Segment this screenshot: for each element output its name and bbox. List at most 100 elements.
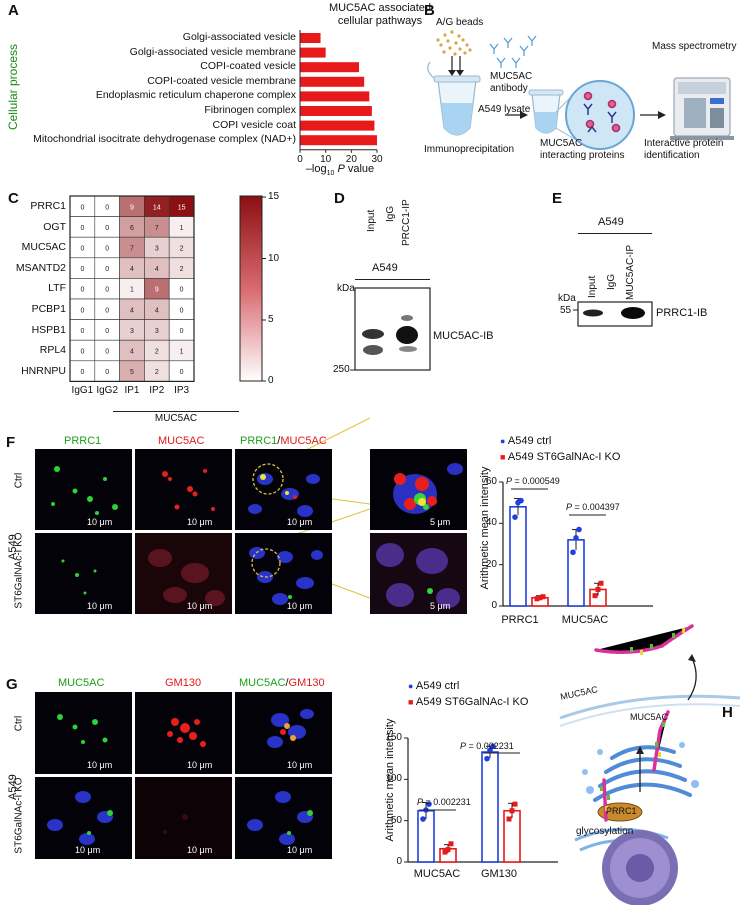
antibody-label: MUC5AC antibody (490, 71, 533, 94)
heatmap-cell-value: 0 (105, 328, 109, 335)
heatmap-cell-value: 0 (80, 266, 84, 273)
h-label-prrc1: PRRC1 (606, 806, 637, 816)
chart-point (573, 535, 579, 541)
heatmap-cell-value: 15 (178, 204, 186, 211)
f-col-label-merge: PRRC1/MUC5AC (240, 435, 327, 447)
glycosylation-model-schematic (559, 624, 741, 905)
chart-point (592, 593, 598, 599)
heatmap-cell-value: 14 (153, 204, 161, 211)
g-row-label-ko: ST6GalNAc-I KO (13, 777, 25, 854)
chart-bar (509, 505, 527, 607)
g-row-label-ctrl: Ctrl (13, 715, 25, 732)
heatmap-cell-value: 0 (80, 246, 84, 253)
heatmap-row-label: PCBP1 (31, 303, 66, 315)
pathway-category-label: Fibrinogen complex (204, 104, 296, 116)
chart-point (518, 497, 524, 504)
g-legend-ko-marker: ■ (408, 697, 414, 707)
ip-label: Immunoprecipitation (424, 144, 515, 155)
blot-e (573, 301, 653, 327)
heatmap-row-label: LTF (48, 282, 66, 295)
heatmap-cell-value: 2 (155, 369, 159, 376)
chart-point (595, 586, 601, 592)
chart-point (537, 595, 543, 601)
f-micrograph-ctrl-muc5ac: 10 μm (135, 449, 232, 530)
g-col-label-gm130: GM130 (165, 677, 202, 689)
f-p-value-1: P = 0.000549 (506, 476, 560, 486)
f-legend-ctrl-marker: ● (500, 436, 506, 446)
f-row-label-ko: ST6GalNAc-I KO (13, 532, 25, 609)
blot-d-marker: 250 (333, 364, 350, 375)
chart-point (540, 594, 546, 600)
f-legend: ● A549 ctrl ■ A549 ST6GalNAc-I KO (500, 435, 621, 463)
blot-e-bracket (578, 233, 652, 234)
heatmap-cell-value: 9 (130, 204, 134, 211)
blot-d-lane-input: Input (366, 209, 377, 232)
f-micrograph-ko-muc5ac: 10 μm (135, 533, 232, 614)
heatmap-cell-value: 0 (105, 349, 109, 356)
heatmap-cell-value: 4 (155, 307, 159, 314)
chart-y-tick-label: 20 (485, 558, 497, 570)
chart-point (484, 755, 490, 762)
f-col-label-prrc1: PRRC1 (64, 435, 102, 447)
pathway-bar (300, 106, 372, 116)
heatmap-cell-value: 0 (105, 266, 109, 273)
heatmap-row-label: PRRC1 (30, 200, 66, 212)
heatmap-cell-value: 7 (130, 246, 134, 253)
chart-point (506, 816, 512, 822)
heatmap-cell-value: 0 (105, 225, 109, 232)
heatmap-row-label: MUC5AC (21, 241, 66, 254)
blot-e-marker: 55 (560, 305, 572, 316)
chart-point (487, 747, 493, 754)
chart-point (576, 526, 582, 533)
f-row-label-ctrl: Ctrl (13, 472, 25, 489)
f-intensity-chart (499, 481, 653, 607)
heatmap-cell-value: 0 (105, 204, 109, 211)
a-x-tick-label: 10 (320, 153, 332, 165)
panel-a-title: MUC5AC associated cellular pathways (328, 2, 432, 27)
blot-e-kda: kDa (558, 293, 576, 304)
heatmap-cell-value: 7 (155, 225, 159, 232)
pathway-bar (300, 47, 326, 58)
heatmap-cell-value: 0 (180, 307, 184, 314)
g-micrograph-ctrl-merge: 10 μm (235, 692, 332, 774)
panel-label-f: F (6, 434, 16, 451)
colorbar-tick-label: 0 (268, 375, 274, 386)
g-micrograph-ctrl-muc5ac: 10 μm (35, 692, 132, 774)
blot-e-lane-input: Input (587, 275, 598, 298)
chart-point (448, 841, 454, 847)
blot-d-cell-line: A549 (372, 262, 398, 274)
f-micrograph-ctrl-zoom: 5 μm (370, 449, 467, 530)
g-micrograph-ctrl-gm130: 10 μm (135, 692, 232, 774)
heatmap-cell-value: 2 (180, 266, 184, 273)
panel-label-e: E (552, 190, 563, 207)
heatmap-cell-value: 0 (105, 287, 109, 294)
heatmap-colorbar (239, 195, 263, 382)
pathway-bar (300, 91, 370, 102)
h-label-glycosylation: glycosylation (576, 826, 634, 837)
chart-y-tick-label: 50 (390, 814, 402, 826)
interacting-proteins-label: MUC5AC interacting proteins (540, 138, 625, 161)
g-col-label-merge: MUC5AC/GM130 (239, 677, 325, 689)
f-x-label-muc5ac: MUC5AC (561, 614, 609, 626)
heatmap-col-label: IP1 (124, 385, 140, 397)
colorbar-tick-label: 15 (268, 191, 280, 202)
chart-point (570, 549, 576, 556)
heatmap-cell-value: 5 (130, 369, 134, 376)
g-x-label-muc5ac: MUC5AC (413, 868, 461, 880)
blot-d-lane-igg: IgG (385, 205, 396, 222)
ip-workflow-schematic (427, 30, 734, 150)
heatmap-col-label: IP2 (149, 385, 165, 397)
blot-e-band-label: PRRC1-IB (656, 307, 708, 319)
lysate-label: A549 lysate (478, 104, 531, 115)
f-p-value-2: P = 0.004397 (566, 502, 620, 512)
heatmap-cell-value: 0 (180, 287, 184, 294)
g-x-label-gm130: GM130 (480, 868, 518, 880)
heatmap-cell-value: 9 (155, 287, 159, 294)
pathway-bar (300, 76, 365, 87)
chart-point (598, 580, 604, 586)
heatmap-cell-value: 1 (180, 225, 184, 232)
pathway-bar (300, 135, 377, 146)
pathway-category-label: COPI-coated vesicle (200, 60, 296, 73)
g-micrograph-ko-muc5ac: 10 μm (35, 777, 132, 859)
heatmap-col-label: IgG1 (71, 385, 94, 397)
